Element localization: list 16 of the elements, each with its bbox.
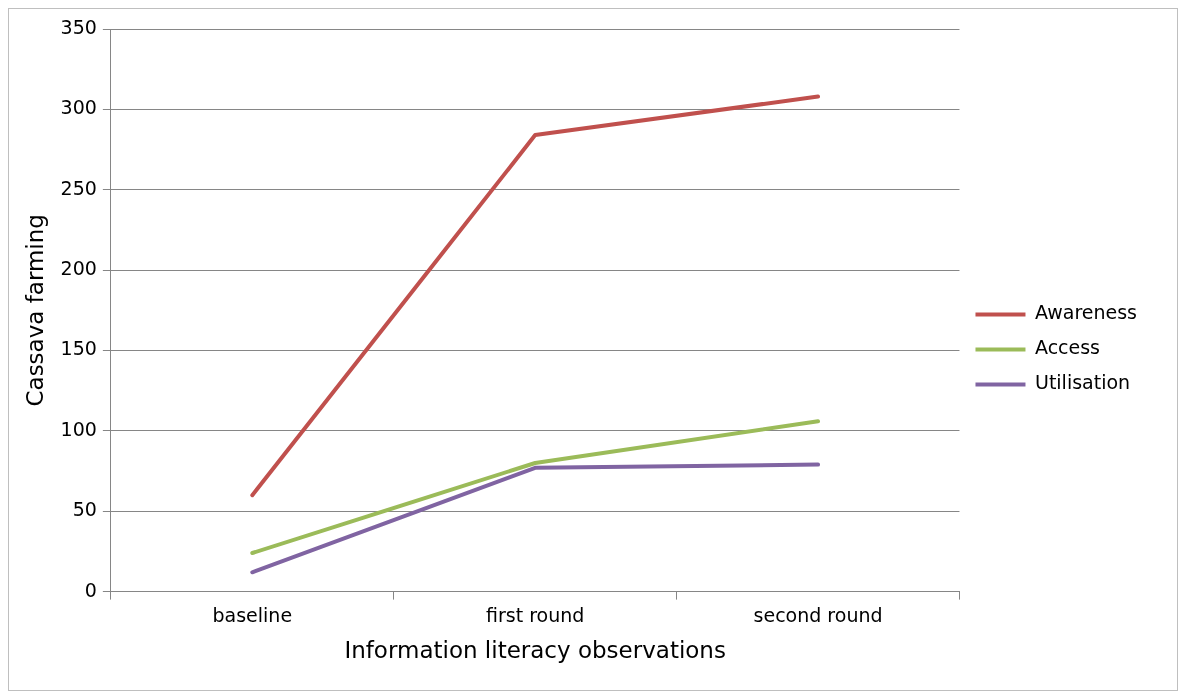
y-tick-label: 0 — [84, 578, 97, 601]
x-axis-title: Information literacy observations — [344, 637, 726, 664]
y-tick-label: 100 — [60, 417, 97, 440]
y-axis-title: Cassava farming — [21, 214, 48, 407]
y-tick-label: 300 — [60, 96, 97, 119]
y-tick-label: 250 — [60, 176, 97, 199]
x-tick-label: baseline — [212, 603, 293, 626]
legend-label: Utilisation — [1034, 371, 1131, 394]
y-tick-label: 200 — [60, 257, 97, 280]
y-tick-label: 50 — [72, 498, 97, 521]
y-tick-label: 150 — [60, 337, 97, 360]
x-tick-label: second round — [753, 603, 883, 626]
legend-label: Access — [1034, 336, 1101, 359]
y-tick-label: 350 — [60, 15, 97, 38]
legend-label: Awareness — [1034, 301, 1138, 324]
x-tick-label: first round — [486, 603, 585, 626]
